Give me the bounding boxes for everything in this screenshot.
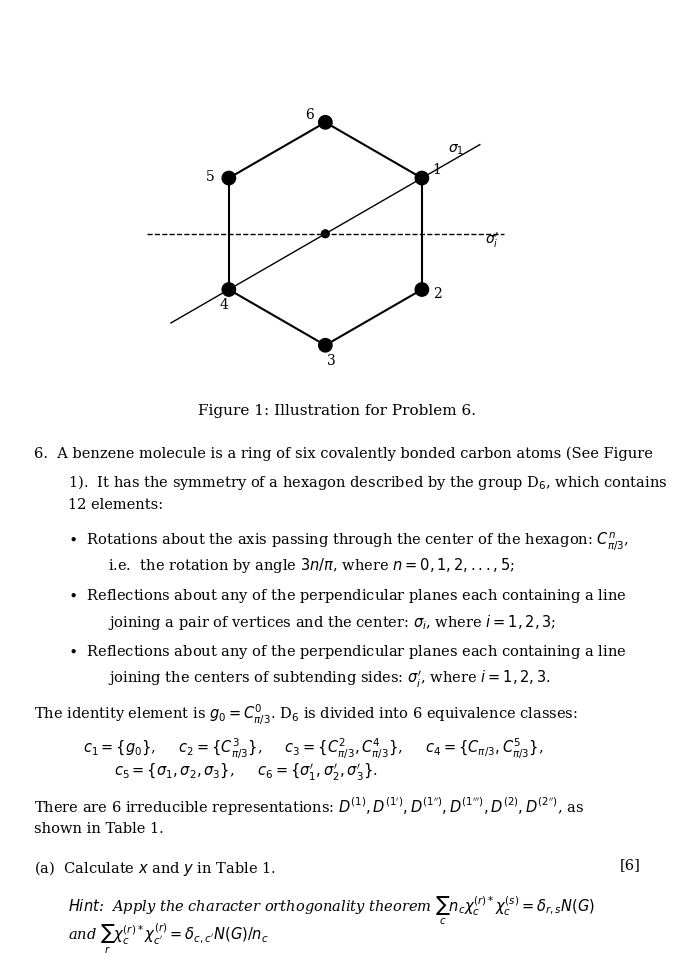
Text: 2: 2 (433, 287, 442, 301)
Circle shape (222, 171, 236, 185)
Text: $\bullet$  Reflections about any of the perpendicular planes each containing a l: $\bullet$ Reflections about any of the p… (68, 644, 626, 661)
Text: and $\sum_r \chi_c^{(r)*} \chi_{c'}^{(r)} = \delta_{c,c'} N(G)/n_c$: and $\sum_r \chi_c^{(r)*} \chi_{c'}^{(r)… (68, 922, 269, 955)
Text: joining a pair of vertices and the center: $\sigma_i$, where $i = 1, 2, 3$;: joining a pair of vertices and the cente… (108, 613, 556, 632)
Circle shape (318, 115, 332, 129)
Text: joining the centers of subtending sides: $\sigma_i'$, where $i = 1, 2, 3$.: joining the centers of subtending sides:… (108, 669, 551, 690)
Text: There are 6 irreducible representations: $D^{(1)}, D^{(1')}, D^{(1'')}, D^{(1''': There are 6 irreducible representations:… (34, 796, 583, 818)
Text: [6]: [6] (620, 859, 641, 872)
Circle shape (415, 283, 429, 296)
Text: 6: 6 (306, 107, 314, 122)
Text: 12 elements:: 12 elements: (68, 499, 163, 512)
Text: 1).  It has the symmetry of a hexagon described by the group D$_6$, which contai: 1). It has the symmetry of a hexagon des… (68, 472, 667, 492)
Text: $c_5 = \{\sigma_1, \sigma_2, \sigma_3\}$,     $c_6 = \{\sigma_1', \sigma_2', \si: $c_5 = \{\sigma_1, \sigma_2, \sigma_3\}$… (114, 763, 378, 783)
Text: $\mathit{Hint}$:  Apply the character orthogonality theorem $\sum_c n_c \chi_c^{: $\mathit{Hint}$: Apply the character ort… (68, 895, 595, 927)
Text: Figure 1: Illustration for Problem 6.: Figure 1: Illustration for Problem 6. (197, 405, 476, 418)
Circle shape (415, 171, 429, 185)
Text: $c_1 = \{g_0\}$,     $c_2 = \{C^3_{\pi/3}\}$,     $c_3 = \{C^2_{\pi/3}, C^4_{\pi: $c_1 = \{g_0\}$, $c_2 = \{C^3_{\pi/3}\}$… (83, 737, 544, 761)
Text: 1: 1 (432, 164, 441, 177)
Text: 3: 3 (326, 354, 335, 368)
Text: 5: 5 (205, 170, 214, 184)
Text: 6.  A benzene molecule is a ring of six covalently bonded carbon atoms (See Figu: 6. A benzene molecule is a ring of six c… (34, 447, 653, 462)
Text: $\bullet$  Rotations about the axis passing through the center of the hexagon: $: $\bullet$ Rotations about the axis passi… (68, 530, 629, 553)
Text: i.e.  the rotation by angle $3n/\pi$, where $n = 0, 1, 2, ..., 5$;: i.e. the rotation by angle $3n/\pi$, whe… (108, 557, 515, 575)
Text: $\sigma_1$: $\sigma_1$ (448, 143, 464, 158)
Text: $\bullet$  Reflections about any of the perpendicular planes each containing a l: $\bullet$ Reflections about any of the p… (68, 587, 626, 605)
Text: shown in Table 1.: shown in Table 1. (34, 822, 164, 835)
Text: (a)  Calculate $x$ and $y$ in Table 1.: (a) Calculate $x$ and $y$ in Table 1. (34, 859, 276, 878)
Text: The identity element is $g_0 = C^0_{\pi/3}$. D$_6$ is divided into 6 equivalence: The identity element is $g_0 = C^0_{\pi/… (34, 703, 577, 727)
Text: $\sigma_i'$: $\sigma_i'$ (485, 231, 499, 250)
Circle shape (318, 339, 332, 352)
Circle shape (222, 283, 236, 296)
Text: 4: 4 (220, 298, 229, 312)
Circle shape (322, 229, 329, 238)
